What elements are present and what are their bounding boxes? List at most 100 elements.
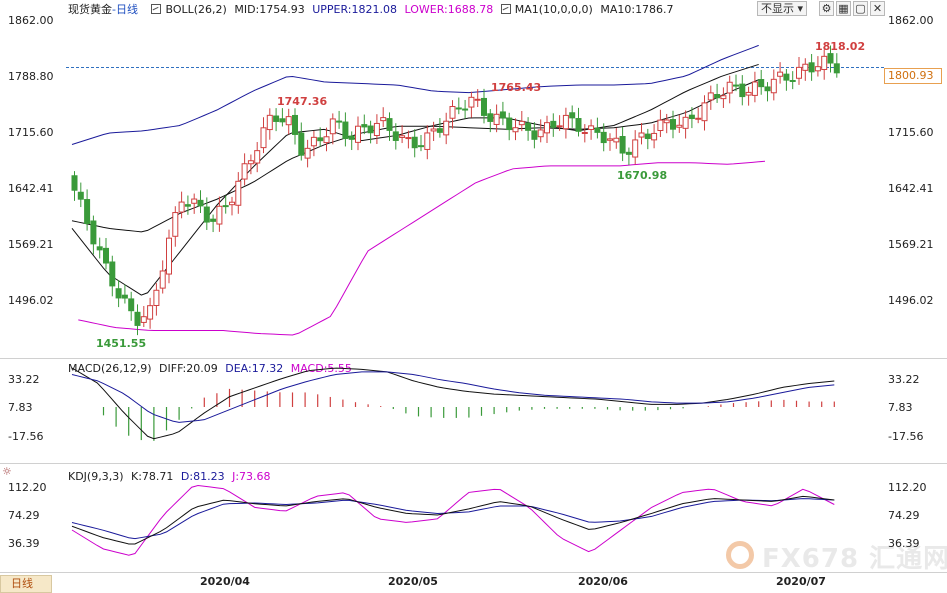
candle-body: [424, 132, 431, 150]
indicator-switch-icon[interactable]: [151, 4, 162, 14]
candle-body: [518, 120, 525, 126]
candle-body: [203, 206, 210, 223]
candle-body: [783, 73, 790, 81]
candle-body: [77, 191, 84, 200]
candle-body: [821, 55, 828, 71]
candle-body: [172, 212, 179, 237]
candle-body: [147, 305, 154, 320]
candle-body: [329, 118, 336, 135]
candle-body: [449, 106, 456, 119]
boll-upper-line: [71, 44, 759, 145]
sun-icon[interactable]: ☼: [2, 465, 12, 478]
candle-body: [317, 137, 324, 142]
kdj-label: KDJ(9,3,3): [68, 470, 124, 483]
candle-body: [90, 220, 97, 245]
candle-body: [575, 118, 582, 132]
candle-body: [739, 83, 746, 98]
candle-body: [443, 120, 450, 136]
candle-body: [707, 92, 714, 101]
y-tick-label: 1862.00: [8, 14, 54, 27]
candle-body: [751, 81, 758, 96]
macd-diff: DIFF:20.09: [159, 362, 218, 375]
kdj-chart[interactable]: [0, 465, 947, 573]
candle-body: [392, 131, 399, 141]
x-axis-label: 2020/05: [388, 575, 438, 588]
candle-body: [493, 113, 500, 125]
macd-dea: DEA:17.32: [225, 362, 284, 375]
candle-body: [260, 127, 267, 149]
candle-body: [481, 97, 487, 116]
indicator-switch-icon[interactable]: [500, 4, 511, 14]
boll-mid-line: [71, 79, 759, 233]
y-tick-label: 1496.02: [8, 294, 54, 307]
boll-label: BOLL(26,2): [165, 3, 227, 16]
y-tick-label: 1496.02: [888, 294, 934, 307]
candle-body: [355, 125, 361, 143]
candle-body: [569, 112, 576, 119]
candle-body: [216, 205, 223, 225]
candle-body: [109, 261, 116, 287]
candle-body: [405, 137, 412, 140]
settings-icon[interactable]: ⚙: [819, 1, 834, 16]
candle-body: [247, 160, 254, 165]
candle-body: [619, 136, 626, 154]
candle-body: [531, 130, 538, 140]
x-axis-label: 2020/04: [200, 575, 250, 588]
current-price-tag: 1800.93: [884, 68, 942, 84]
grid-icon[interactable]: ▦: [836, 1, 851, 16]
y-tick-label: 74.29: [888, 509, 920, 522]
candle-body: [292, 114, 298, 135]
candle-body: [651, 132, 658, 141]
candle-body: [178, 201, 185, 213]
candle-body: [512, 127, 519, 133]
candle-body: [266, 114, 273, 131]
candle-body: [229, 201, 235, 206]
candle-body: [499, 111, 506, 119]
candle-body: [758, 79, 765, 88]
candle-body: [418, 145, 424, 148]
kdj-header: KDJ(9,3,3) K:78.71 D:81.23 J:73.68: [68, 470, 275, 484]
candle-body: [373, 122, 380, 137]
macd-dea-line: [71, 371, 835, 423]
kdj-j: J:73.68: [232, 470, 271, 483]
symbol-name: 现货黄金: [68, 3, 112, 16]
close-icon[interactable]: ✕: [870, 1, 885, 16]
candle-body: [96, 246, 103, 251]
maximize-icon[interactable]: ▢: [853, 1, 868, 16]
candle-body: [588, 125, 595, 130]
candle-body: [411, 136, 418, 149]
ma10-line: [71, 63, 759, 296]
kdj-j-line: [71, 484, 835, 556]
price-chart[interactable]: [0, 0, 947, 360]
candle-body: [701, 102, 708, 122]
candle-body: [663, 119, 670, 124]
candle-body: [827, 53, 834, 64]
candle-body: [770, 78, 777, 94]
y-tick-label: 7.83: [8, 401, 33, 414]
candle-body: [304, 147, 311, 159]
y-tick-label: 74.29: [8, 509, 40, 522]
candle-body: [254, 150, 261, 164]
panel-divider: [0, 358, 947, 359]
boll-upper: UPPER:1821.08: [312, 3, 398, 16]
period-tab-daily[interactable]: 日线: [0, 575, 52, 593]
y-tick-label: 33.22: [8, 373, 40, 386]
candle-body: [159, 270, 166, 289]
candle-body: [777, 71, 784, 77]
candle-body: [594, 127, 601, 133]
candle-body: [808, 62, 815, 73]
hide-dropdown[interactable]: 不显示 ▾: [757, 1, 807, 16]
boll-lower: LOWER:1688.78: [404, 3, 494, 16]
candle-body: [184, 204, 191, 207]
candle-body: [191, 198, 198, 204]
candle-body: [796, 66, 802, 79]
candle-body: [613, 137, 620, 143]
kdj-d-line: [71, 498, 835, 540]
candle-body: [367, 125, 374, 134]
candle-body: [468, 96, 475, 108]
candle-body: [361, 124, 368, 128]
macd-chart[interactable]: [0, 360, 947, 462]
candle-body: [745, 91, 752, 96]
candle-body: [688, 114, 695, 120]
candle-body: [682, 116, 689, 129]
